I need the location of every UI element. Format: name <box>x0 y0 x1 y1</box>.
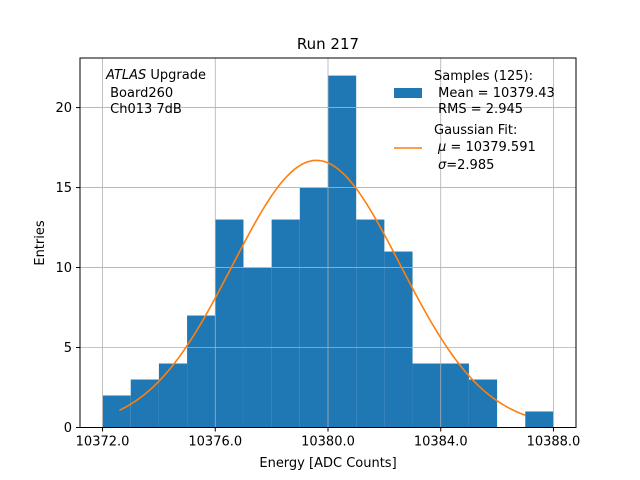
histogram-bar-7 <box>299 187 328 428</box>
histogram-bar-3 <box>187 315 216 428</box>
histogram-bar-1 <box>130 379 159 428</box>
histogram-bar-2 <box>158 363 188 428</box>
histogram-bar-6 <box>271 219 300 428</box>
histogram-bar-11 <box>412 363 441 428</box>
gaussian-fit-curve <box>119 159 526 416</box>
histogram-bar-12 <box>440 363 469 428</box>
histogram-bar-8 <box>328 75 357 428</box>
mu-value: = 10379.591 <box>446 140 535 155</box>
y-tick-label-0: 0 <box>64 421 72 436</box>
legend-bar-swatch <box>394 88 422 98</box>
x-tick-label-2: 10380.0 <box>301 435 355 450</box>
histogram-bar-0 <box>102 395 131 428</box>
histogram-bars <box>102 75 554 428</box>
sigma-value: =2.985 <box>446 158 494 173</box>
legend-fit-sigma: σ=2.985 <box>438 158 494 173</box>
sigma-symbol: σ <box>438 158 447 173</box>
histogram-bar-13 <box>468 379 498 428</box>
annotation-line-2: Board260 <box>106 86 173 101</box>
annotation-line-1: ATLAS Upgrade <box>105 68 206 83</box>
legend: Samples (125): Mean = 10379.43 RMS = 2.9… <box>394 69 555 173</box>
y-axis-label: Entries <box>33 220 48 266</box>
x-tick-label-0: 10372.0 <box>76 435 130 450</box>
histogram-bar-15 <box>525 411 554 428</box>
y-tick-label-1: 5 <box>64 341 72 356</box>
x-tick-label-4: 10388.0 <box>527 435 581 450</box>
legend-samples-rms: RMS = 2.945 <box>434 102 523 117</box>
y-tick-label-4: 20 <box>55 101 72 116</box>
legend-fit-title: Gaussian Fit: <box>434 123 517 138</box>
histogram-bar-9 <box>356 219 385 428</box>
y-tick-label-2: 10 <box>55 261 72 276</box>
axis-ticks: 10372.0 10376.0 10380.0 10384.0 10388.0 0 5 10 1… <box>55 101 580 449</box>
y-tick-label-3: 15 <box>55 181 72 196</box>
legend-samples-mean: Mean = 10379.43 <box>434 86 555 101</box>
upgrade-label: Upgrade <box>146 68 206 83</box>
annotation-line-3: Ch013 7dB <box>106 102 182 117</box>
legend-fit-mu: μ = 10379.591 <box>437 140 536 155</box>
chart-title: Run 217 <box>297 35 359 53</box>
mu-symbol: μ <box>437 140 446 155</box>
legend-samples-title: Samples (125): <box>434 69 533 84</box>
fit-curve-group <box>119 159 526 416</box>
annotation-box: ATLAS Upgrade Board260 Ch013 7dB <box>105 68 206 117</box>
x-tick-label-1: 10376.0 <box>188 435 242 450</box>
atlas-label: ATLAS <box>105 68 146 83</box>
x-tick-label-3: 10384.0 <box>414 435 468 450</box>
histogram-bar-10 <box>384 251 413 428</box>
x-axis-label: Energy [ADC Counts] <box>259 456 396 471</box>
